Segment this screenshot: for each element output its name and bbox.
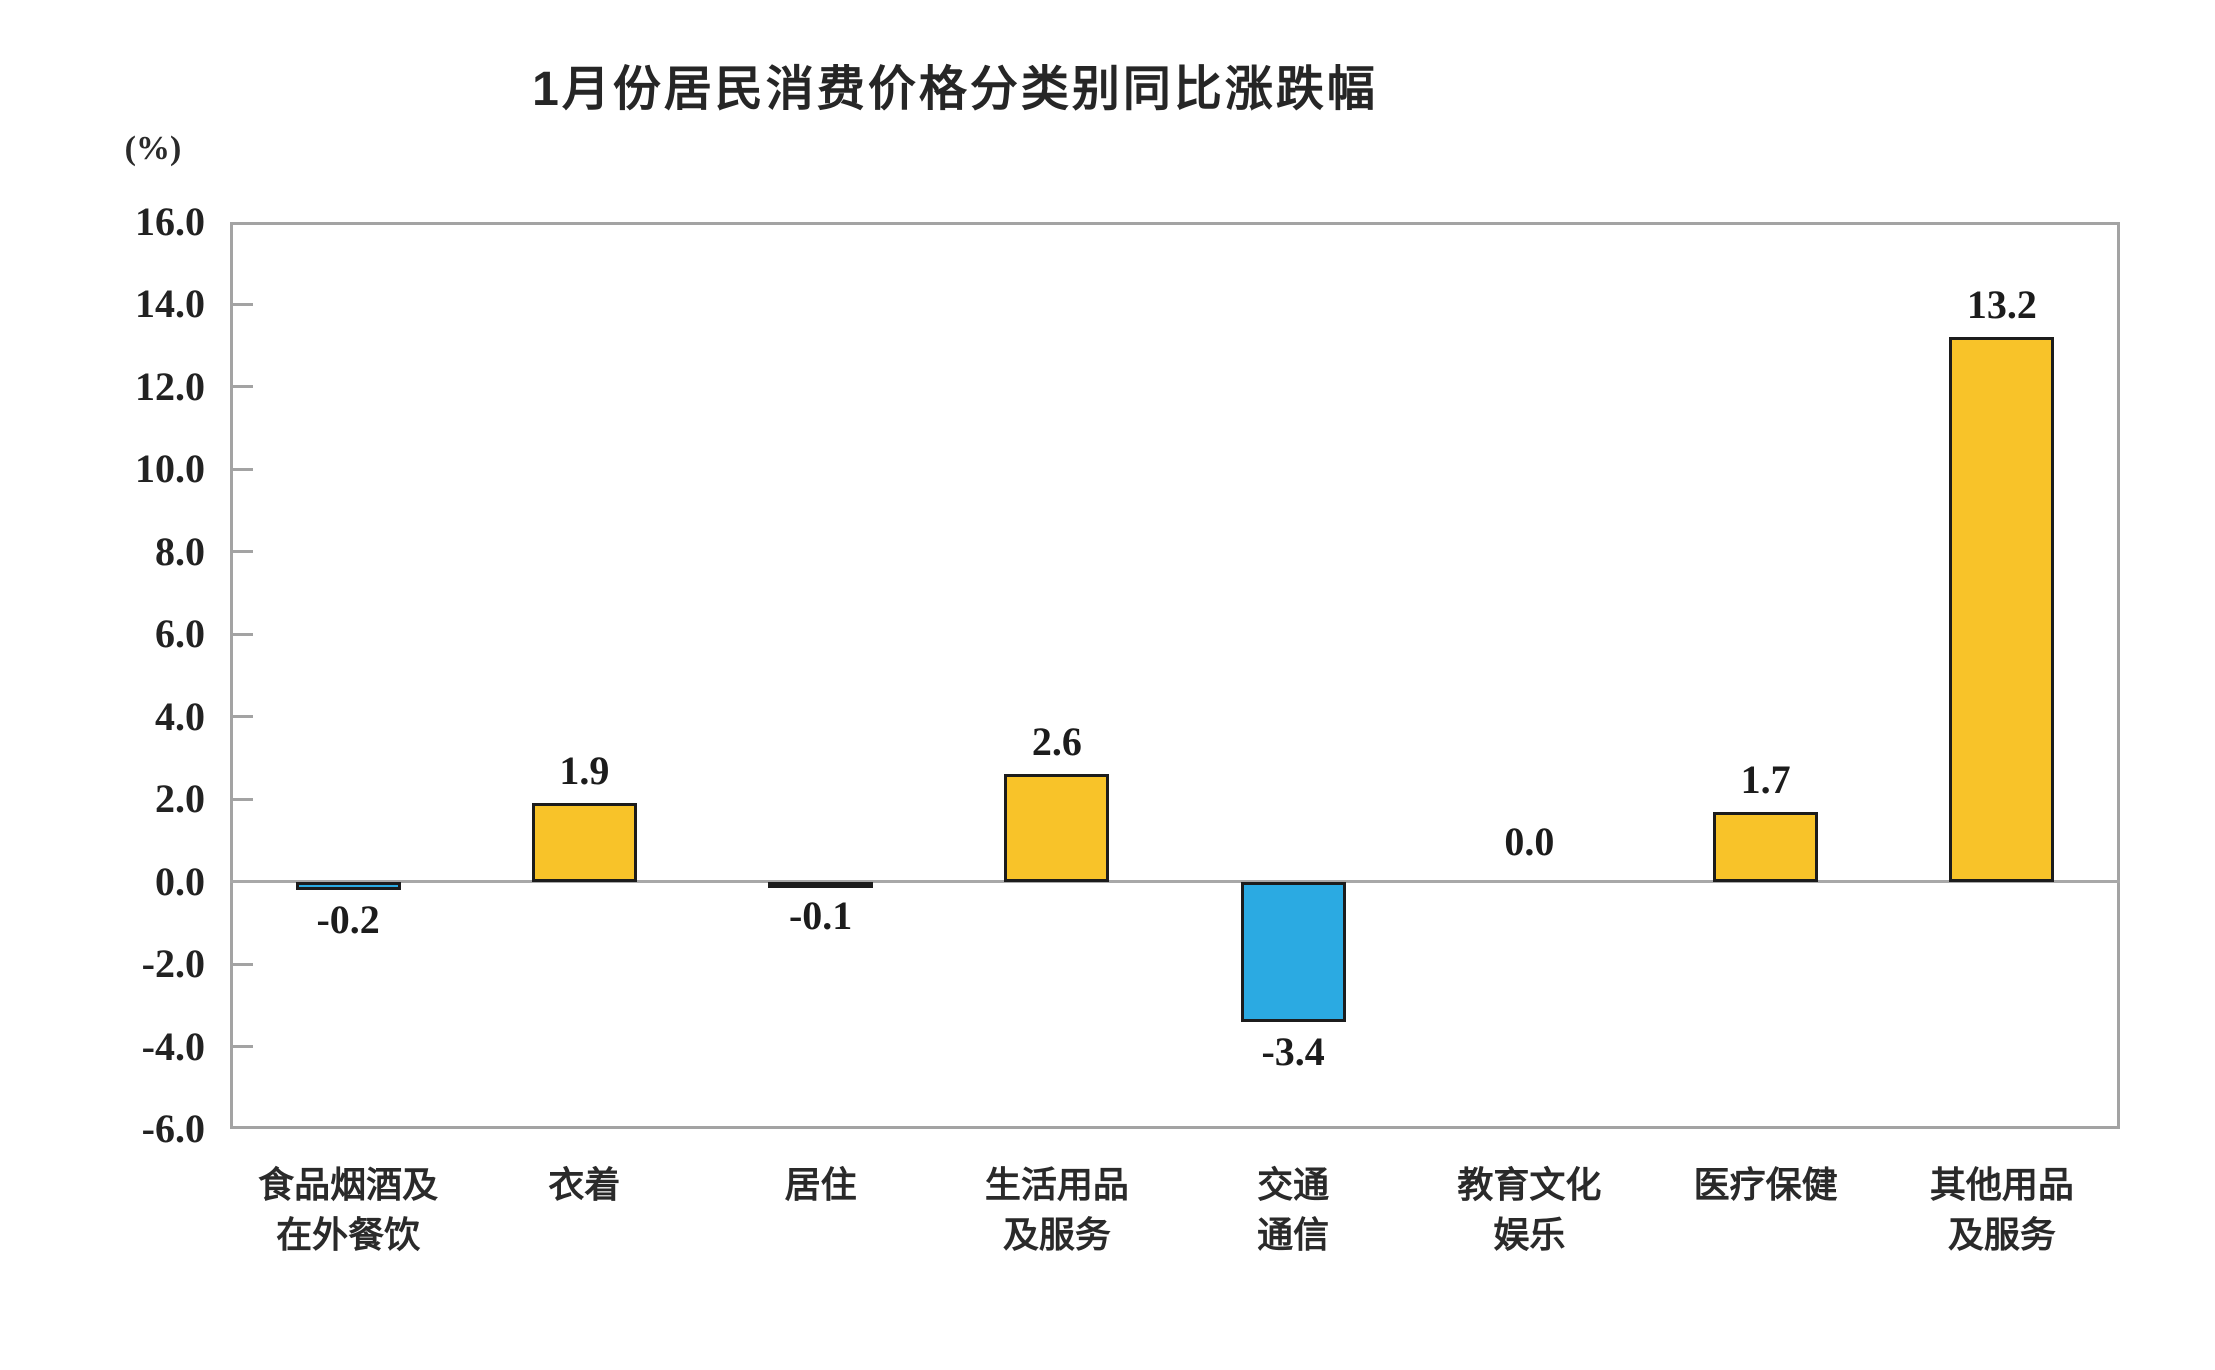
x-category-label: 医疗保健 [1636,1160,1896,1210]
y-axis-unit-label: (%) [124,130,182,167]
x-category-label: 教育文化 娱乐 [1399,1160,1659,1260]
bar-value-label: 1.7 [1740,756,1791,802]
x-category-label-line: 娱乐 [1493,1215,1566,1255]
y-tick-label: 16.0 [135,199,205,244]
x-category-label-line: 其他用品 [1929,1165,2074,1205]
bar-衣着 [531,803,637,882]
y-tick-label: 10.0 [135,446,205,492]
bar-value-label: 0.0 [1504,818,1555,864]
y-tick-mark [233,550,253,554]
bar-其他用品及服务 [1949,337,2055,882]
x-category-label: 食品烟酒及 在外餐饮 [218,1160,478,1260]
y-tick-mark [233,302,253,306]
x-category-label-line: 交通 [1257,1165,1330,1205]
x-category-label-line: 在外餐饮 [276,1215,421,1255]
bar-value-label: -3.4 [1261,1028,1325,1074]
bar-value-label: -0.2 [316,896,380,942]
y-tick-mark [233,715,253,719]
y-tick-label: 2.0 [155,776,205,822]
x-category-label-line: 及服务 [1002,1215,1111,1255]
zero-line [230,880,2120,884]
y-tick-label: -6.0 [141,1106,205,1151]
bar-生活用品及服务 [1004,774,1110,882]
y-tick-label: 8.0 [155,528,205,574]
y-tick-label: -4.0 [141,1023,205,1069]
x-category-label: 生活用品 及服务 [927,1160,1187,1260]
y-tick-mark [233,632,253,636]
y-tick-label: 4.0 [155,693,205,739]
bar-value-label: 1.9 [559,748,610,794]
bar-value-label: 2.6 [1031,719,1082,765]
x-category-label-line: 食品烟酒及 [258,1165,439,1205]
bar-value-label: -0.1 [788,892,853,938]
y-tick-mark [233,962,253,966]
x-category-label-line: 医疗保健 [1693,1165,1838,1205]
chart-title: 1月份居民消费价格分类别同比涨跌幅 [532,63,1378,116]
y-tick-label: -2.0 [141,941,205,987]
x-category-label: 居住 [691,1160,951,1210]
y-tick-mark [233,467,253,471]
y-tick-label: 14.0 [135,281,205,327]
x-category-label-line: 生活用品 [984,1165,1129,1205]
bar-居住 [768,881,874,888]
y-tick-mark [233,1045,253,1049]
y-tick-label: 12.0 [135,363,205,409]
x-category-label-line: 衣着 [548,1165,621,1205]
x-category-label: 衣着 [454,1160,714,1210]
y-tick-label: 0.0 [155,858,205,904]
bar-医疗保健 [1713,811,1819,882]
bar-食品烟酒及在外餐饮 [295,881,401,890]
y-tick-mark [233,797,253,801]
y-tick-mark [233,385,253,389]
x-category-label: 交通 通信 [1163,1160,1423,1260]
y-tick-label: 6.0 [155,611,205,657]
x-category-label: 其他用品 及服务 [1872,1160,2132,1260]
bar-交通通信 [1240,881,1346,1022]
x-category-label-line: 教育文化 [1457,1165,1602,1205]
bar-value-label: 13.2 [1966,282,2037,328]
x-category-label-line: 居住 [784,1165,857,1205]
plot-area [230,222,2120,1129]
x-category-label-line: 通信 [1257,1215,1330,1255]
x-category-label-line: 及服务 [1947,1215,2056,1255]
